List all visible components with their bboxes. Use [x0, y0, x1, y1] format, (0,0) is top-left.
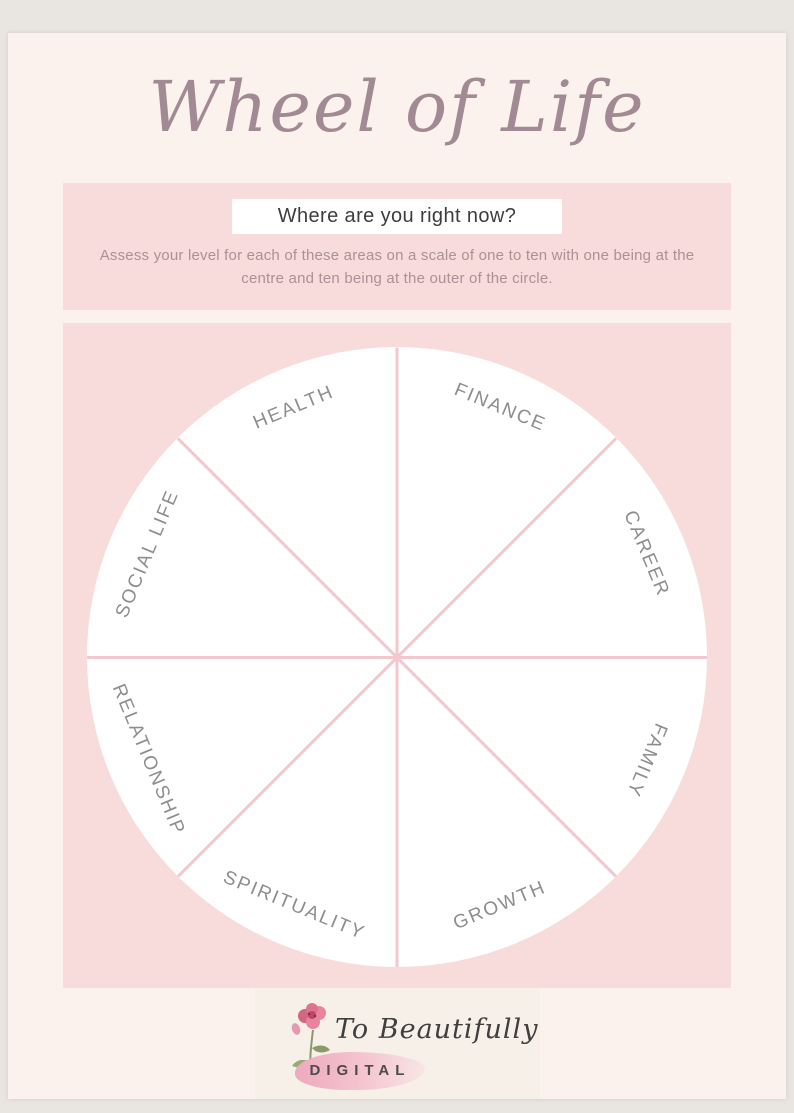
wheel-section: FINANCE CAREER FAMILY GROWTH SPIRITUALIT…	[63, 323, 731, 988]
intro-description: Assess your level for each of these area…	[99, 247, 695, 288]
worksheet-page: Wheel of Life Where are you right now? A…	[8, 33, 786, 1099]
flower-icon	[291, 1003, 330, 1083]
logo-word: DIGITAL	[309, 1062, 411, 1079]
logo-script-text: To Beautifully	[335, 1014, 539, 1045]
intro-heading-box: Where are you right now?	[231, 199, 563, 234]
intro-banner: Where are you right now? Assess your lev…	[63, 183, 731, 310]
page-title: Wheel of Life	[148, 66, 646, 148]
intro-heading: Where are you right now?	[277, 205, 517, 227]
brand-logo: To Beautifully DIGITAL	[255, 988, 540, 1099]
wheel-circle	[87, 347, 707, 967]
watercolor-blob-icon	[295, 1052, 425, 1090]
logo-word-wrap: DIGITAL	[295, 1052, 425, 1090]
